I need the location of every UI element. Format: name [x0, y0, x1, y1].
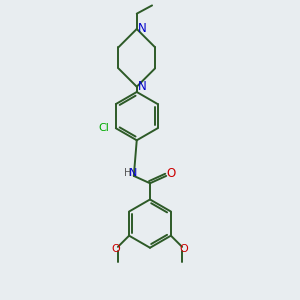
Text: Cl: Cl: [98, 123, 109, 133]
Text: H: H: [124, 168, 131, 178]
Text: N: N: [137, 80, 146, 93]
Text: O: O: [166, 167, 175, 180]
Text: N: N: [129, 168, 137, 178]
Text: O: O: [112, 244, 121, 254]
Text: O: O: [179, 244, 188, 254]
Text: N: N: [137, 22, 146, 35]
